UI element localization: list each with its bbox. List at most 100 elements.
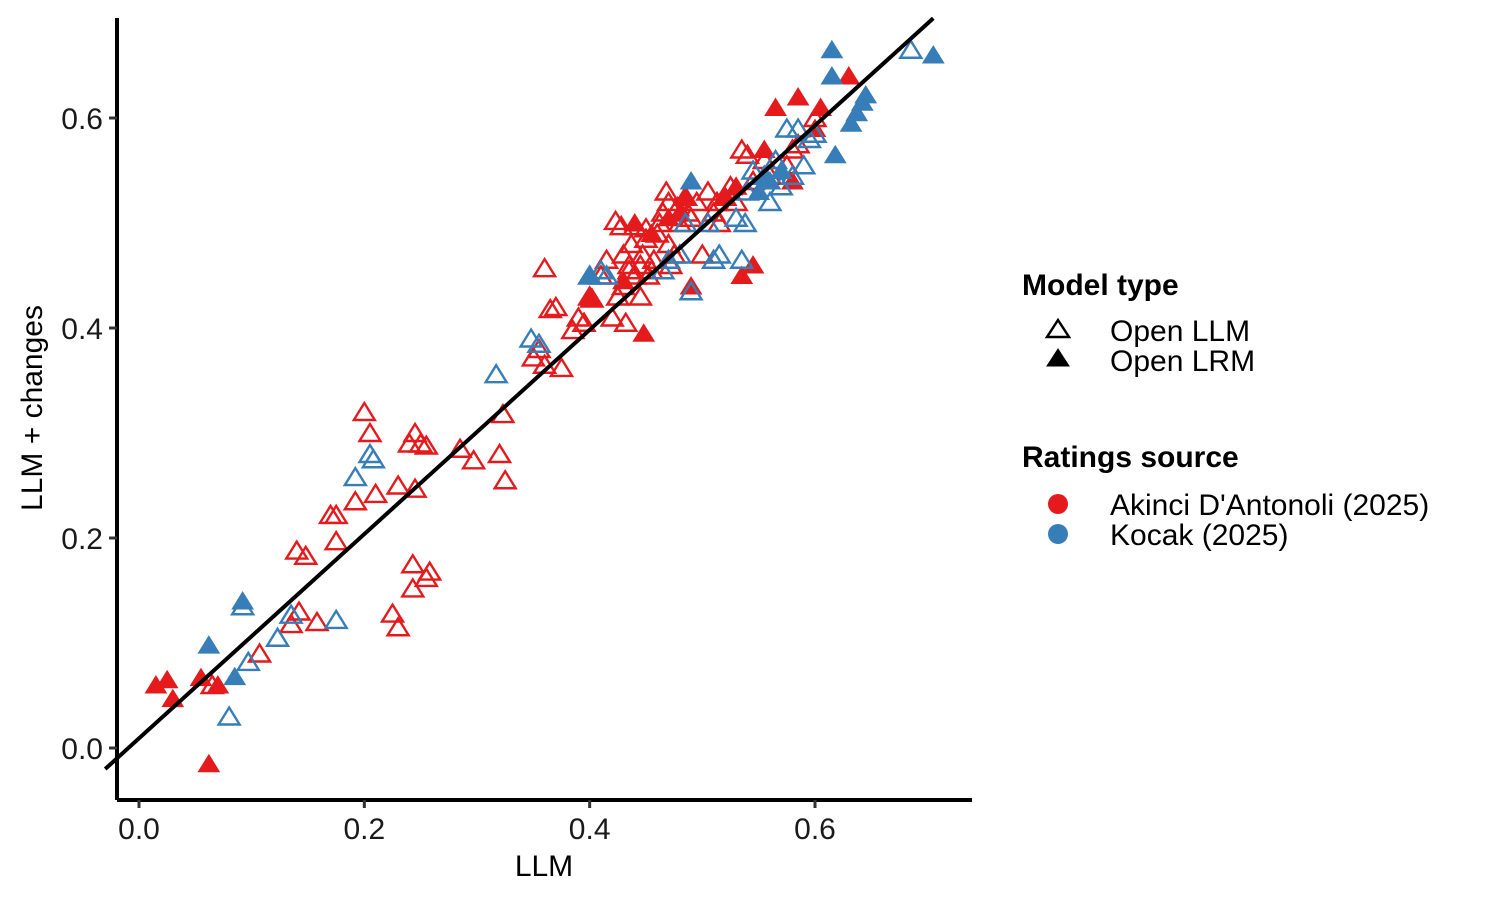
data-point-open-llm: [518, 327, 544, 348]
data-point-open-llm: [531, 256, 558, 278]
data-point-open-llm: [678, 279, 704, 301]
data-point-open-lrm: [854, 84, 878, 104]
y-axis-title: LLM + changes: [16, 305, 49, 511]
data-point-open-llm: [526, 332, 552, 353]
y-tick-label: 0.6: [61, 103, 103, 136]
data-point-open-llm: [610, 243, 637, 264]
data-point-open-llm: [413, 434, 439, 455]
data-point-open-llm: [537, 297, 563, 319]
data-point-open-lrm: [197, 635, 221, 654]
data-point-open-llm: [616, 258, 642, 280]
data-point-open-lrm: [730, 265, 754, 284]
x-axis-ticks: 0.0 0.2 0.4 0.6: [118, 800, 836, 846]
data-point-open-llm: [653, 180, 679, 201]
data-point-open-llm: [400, 577, 426, 598]
data-point-open-llm: [740, 159, 766, 180]
data-point-open-llm: [402, 477, 428, 498]
data-point-open-llm: [323, 503, 349, 525]
data-point-open-lrm: [632, 323, 656, 342]
data-point-open-llm: [293, 544, 319, 566]
data-point-open-llm: [593, 264, 620, 285]
data-point-open-lrm: [223, 666, 247, 686]
x-tick-label: 0.6: [794, 813, 836, 846]
data-point-open-llm: [588, 258, 614, 280]
data-point-open-lrm: [921, 45, 945, 64]
data-point-open-llm: [672, 211, 699, 233]
data-point-open-llm: [627, 285, 654, 306]
data-point-open-llm: [802, 122, 828, 143]
data-point-open-lrm: [820, 39, 844, 59]
data-point-open-llm: [284, 539, 310, 560]
data-point-open-llm: [400, 552, 426, 574]
data-point-open-llm: [548, 356, 575, 378]
data-point-open-llm: [492, 468, 518, 490]
data-point-open-llm: [599, 306, 625, 327]
legend-label-open-llm: Open LLM: [1110, 315, 1250, 348]
data-point-open-llm: [608, 214, 634, 236]
data-point-open-lrm: [623, 213, 647, 232]
x-tick-label: 0.0: [118, 813, 160, 846]
data-point-open-llm: [360, 447, 386, 469]
data-point-open-llm: [796, 127, 823, 149]
filled-triangle-icon: [1046, 348, 1070, 367]
legend-swatch-akinci: [1048, 494, 1068, 514]
legend-label-akinci: Akinci D'Antonoli (2025): [1110, 489, 1429, 522]
data-point-open-lrm: [809, 97, 833, 116]
legend-title-model-type: Model type: [1022, 269, 1179, 302]
data-point-open-llm: [571, 311, 597, 332]
legend-label-open-lrm: Open LRM: [1110, 345, 1255, 378]
data-point-open-lrm: [679, 171, 703, 190]
data-point-open-lrm: [231, 591, 255, 610]
legend-title-ratings-source: Ratings source: [1022, 441, 1239, 474]
data-point-open-lrm: [764, 97, 787, 116]
data-point-open-llm: [757, 190, 783, 212]
y-tick-label: 0.4: [61, 313, 103, 346]
data-point-open-lrm: [197, 753, 221, 773]
data-point-open-llm: [543, 295, 569, 317]
data-point-open-llm: [700, 248, 727, 269]
data-point-open-llm: [246, 642, 273, 663]
data-point-open-llm: [413, 566, 439, 588]
data-point-open-lrm: [640, 223, 664, 242]
y-axis-ticks: 0.0 0.2 0.4 0.6: [61, 103, 117, 766]
data-point-open-llm: [402, 421, 428, 443]
data-point-open-llm: [483, 362, 509, 384]
data-point-open-llm: [235, 650, 261, 672]
data-point-open-llm: [622, 264, 648, 285]
data-point-open-llm: [304, 610, 330, 632]
data-point-open-llm: [729, 138, 755, 159]
data-point-open-llm: [791, 153, 817, 175]
data-point-open-llm: [734, 143, 761, 164]
data-point-open-lrm: [820, 66, 844, 85]
data-point-open-llm: [362, 482, 389, 504]
data-point-open-llm: [706, 243, 732, 264]
data-point-open-llm: [447, 437, 473, 458]
data-point-open-lrm: [845, 102, 869, 122]
data-point-open-lrm: [155, 669, 179, 689]
data-point-open-llm: [723, 206, 749, 227]
data-point-open-llm: [526, 337, 552, 359]
data-point-open-llm: [602, 209, 629, 231]
data-point-open-lrm: [674, 186, 697, 206]
x-tick-label: 0.2: [343, 813, 385, 846]
data-point-open-llm: [278, 603, 304, 624]
data-point-open-llm: [408, 432, 434, 453]
data-point-open-lrm: [752, 139, 776, 158]
x-axis-title: LLM: [515, 850, 573, 883]
legend-swatch-kocak: [1048, 524, 1068, 544]
data-point-open-llm: [695, 180, 721, 201]
data-point-open-lrm: [758, 171, 782, 190]
data-point-open-lrm: [679, 276, 703, 295]
data-point-open-llm: [785, 117, 811, 138]
data-point-open-lrm: [747, 181, 771, 200]
data-point-open-lrm: [839, 113, 863, 132]
data-point-open-lrm: [769, 160, 793, 179]
data-point-open-llm: [629, 243, 656, 264]
data-point-open-llm: [460, 449, 487, 470]
data-point-open-lrm: [837, 66, 861, 85]
data-point-open-llm: [357, 421, 383, 443]
data-point-open-llm: [689, 243, 715, 264]
data-point-open-llm: [898, 38, 924, 59]
data-point-open-llm: [379, 602, 406, 623]
